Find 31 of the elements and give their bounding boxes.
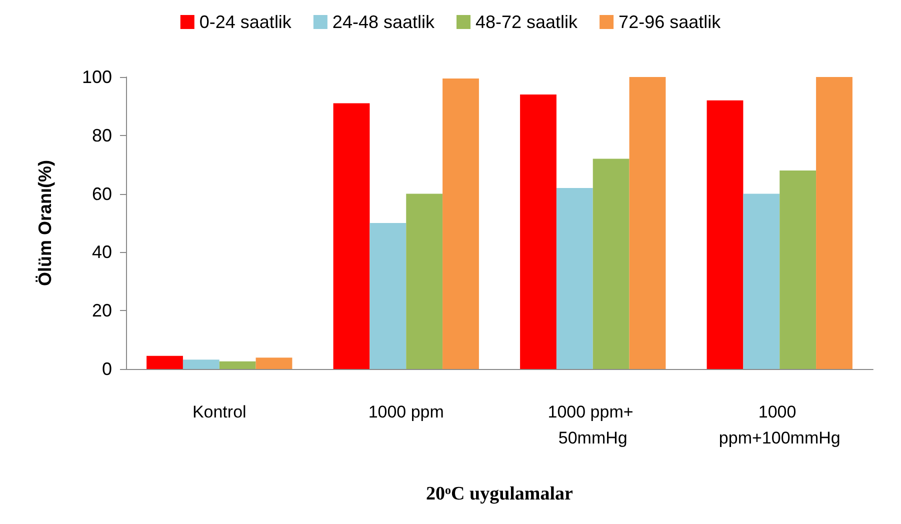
bar [333,103,370,369]
bar [256,358,292,369]
bar [520,94,556,369]
legend-label: 0-24 saatlik [199,12,292,32]
legend-label: 72-96 saatlik [618,12,722,32]
x-tick-label: Kontrol [192,402,246,422]
bar [743,194,780,369]
bar [556,188,593,369]
bar [146,356,183,369]
legend-label: 24-48 saatlik [332,12,436,32]
x-tick-label: 1000 ppm+100mmHg [718,402,840,448]
y-tick-label: 40 [92,242,112,262]
bar [219,361,256,369]
x-tick-label: 1000 ppm+ 50mmHg [548,402,638,448]
bar [182,360,220,369]
y-tick-label: 80 [92,125,112,146]
legend-label: 48-72 saatlik [475,12,579,32]
bar [442,78,479,369]
y-tick-label: 20 [92,300,112,321]
bar [780,170,816,369]
bar [370,223,406,369]
y-tick-label: 100 [82,67,112,87]
x-tick-label: 1000 ppm [368,402,444,422]
bar [816,77,852,369]
bar [706,100,744,369]
bar [592,158,630,369]
y-axis-title: Ölüm Oranı(%) [35,160,55,286]
bar [406,194,443,369]
y-tick-label: 60 [92,184,112,204]
bar [629,77,666,369]
y-tick-label: 0 [102,359,112,379]
